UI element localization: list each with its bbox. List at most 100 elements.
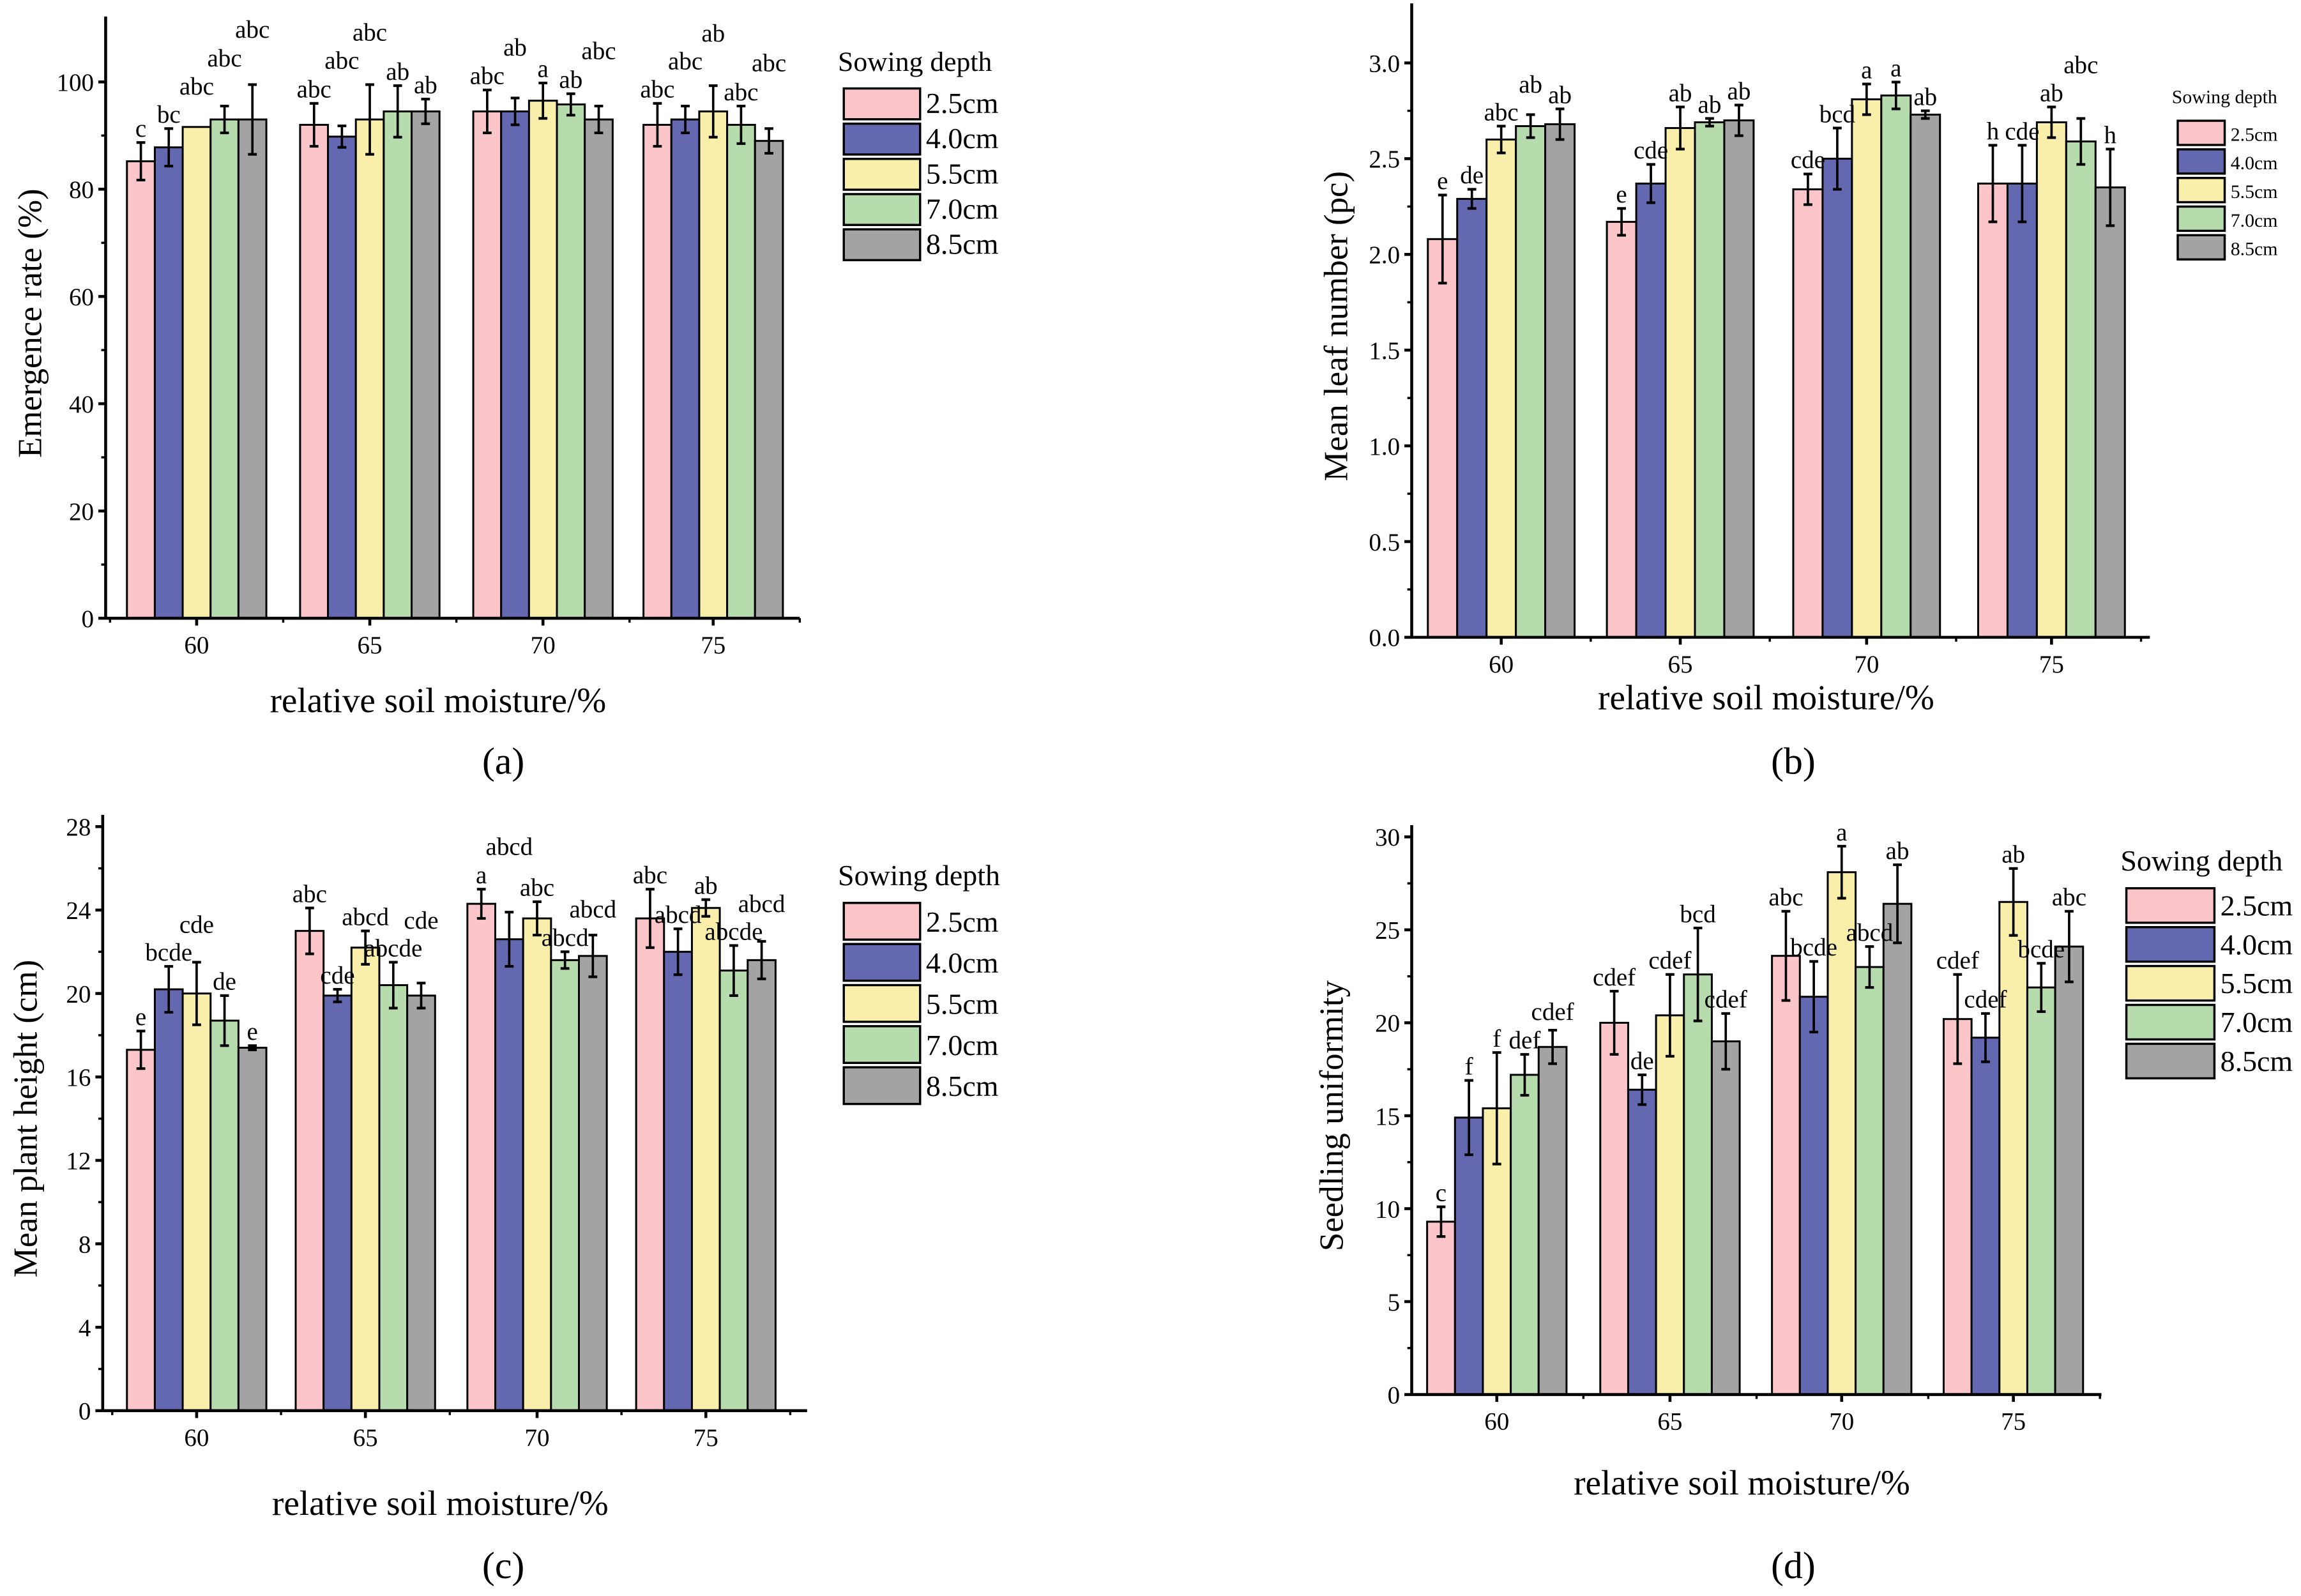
bar — [584, 118, 614, 619]
significance-letter: abcd — [738, 890, 786, 918]
significance-letter: abc — [752, 50, 786, 77]
bar — [747, 959, 777, 1412]
legend-label: 4.0cm — [2221, 928, 2293, 961]
significance-letter: h — [2104, 121, 2117, 149]
bar — [1510, 1074, 1540, 1396]
significance-letter: ab — [2001, 841, 2025, 869]
bar — [1970, 1037, 2001, 1396]
bar — [500, 110, 530, 619]
significance-letter: abc — [207, 45, 241, 72]
y-tick-label: 28 — [66, 814, 91, 841]
significance-letter: cde — [1634, 137, 1668, 164]
y-tick-label: 24 — [66, 897, 91, 925]
significance-letter: ab — [386, 58, 409, 86]
bar — [1664, 126, 1696, 639]
significance-letter: a — [476, 862, 487, 889]
significance-letter: abcd — [655, 901, 702, 929]
significance-letter: cde — [404, 907, 438, 934]
significance-letter: e — [135, 1003, 146, 1031]
y-tick-label: 60 — [69, 284, 94, 311]
bar — [1544, 123, 1576, 639]
x-tick-label: 60 — [184, 632, 209, 659]
bar — [181, 992, 212, 1412]
legend-label: 7.0cm — [2231, 210, 2278, 231]
significance-letter: abc — [179, 73, 214, 100]
panel-label: (b) — [1771, 740, 1816, 782]
legend-label: 2.5cm — [2231, 124, 2278, 145]
significance-letter: ab — [414, 72, 437, 99]
y-tick-label: 100 — [56, 69, 94, 96]
y-axis-title: Emergence rate (%) — [11, 188, 49, 458]
bar — [2026, 986, 2056, 1396]
legend-label: 4.0cm — [926, 122, 999, 155]
significance-letter: ab — [1913, 83, 1937, 110]
bar — [237, 1047, 268, 1412]
x-tick-label: 75 — [701, 632, 725, 659]
legend-swatch — [842, 158, 922, 191]
significance-letter: abcd — [485, 833, 533, 861]
legend-label: 2.5cm — [926, 87, 999, 119]
y-tick-label: 10 — [1375, 1196, 1400, 1223]
bar — [383, 110, 413, 619]
significance-letter: def — [1509, 1027, 1541, 1054]
significance-letter: ab — [1669, 79, 1692, 107]
legend-title: Sowing depth — [2172, 86, 2277, 107]
bar — [1655, 1014, 1685, 1396]
bar — [1998, 901, 2028, 1396]
legend-label: 5.5cm — [926, 157, 999, 190]
significance-letter: ab — [503, 34, 527, 61]
bar — [550, 959, 580, 1412]
x-tick-label: 70 — [524, 1424, 549, 1452]
significance-letter: f — [1492, 1025, 1501, 1053]
significance-letter: cde — [320, 962, 354, 989]
legend-swatch — [842, 902, 922, 941]
bar — [1627, 1088, 1657, 1396]
significance-letter: c — [1436, 1179, 1447, 1206]
bar — [299, 123, 330, 619]
significance-letter: abc — [2052, 884, 2086, 911]
significance-letter: c — [135, 115, 146, 142]
x-tick-label: 65 — [358, 632, 383, 659]
significance-letter: bcde — [2017, 936, 2065, 963]
significance-letter: de — [213, 968, 236, 996]
bar — [327, 135, 357, 619]
bar — [494, 938, 524, 1412]
legend-label: 5.5cm — [2221, 967, 2293, 999]
bar — [378, 984, 409, 1412]
bar — [635, 917, 665, 1412]
significance-letter: cde — [1791, 146, 1825, 174]
legend-swatch — [842, 193, 922, 226]
bar — [1599, 1021, 1629, 1396]
legend-title: Sowing depth — [2120, 844, 2282, 877]
y-tick-label: 0 — [79, 1398, 91, 1425]
bar — [1694, 121, 1726, 639]
y-tick-label: 20 — [1375, 1010, 1400, 1037]
legend-swatch — [2176, 205, 2226, 232]
legend-swatch — [842, 228, 922, 262]
bar — [354, 118, 385, 619]
legend-swatch — [842, 1066, 922, 1106]
legend-swatch — [2125, 887, 2216, 924]
bar — [294, 930, 325, 1412]
bar — [1723, 119, 1755, 639]
bar — [1427, 238, 1459, 639]
bar — [1851, 98, 1883, 639]
bar — [323, 994, 353, 1412]
x-tick-label: 70 — [531, 632, 556, 659]
significance-letter: ab — [2040, 79, 2063, 107]
bar — [237, 118, 268, 619]
legend-label: 7.0cm — [926, 193, 999, 225]
y-tick-label: 0 — [1388, 1381, 1401, 1409]
bar — [209, 1019, 239, 1412]
legend-label: 8.5cm — [2231, 239, 2278, 260]
bar — [1826, 871, 1857, 1396]
significance-letter: a — [1836, 819, 1847, 846]
significance-letter: e — [1616, 181, 1627, 208]
significance-letter: abcde — [704, 918, 763, 945]
bar — [1454, 1116, 1484, 1396]
significance-letter: bcde — [1790, 934, 1837, 961]
y-tick-label: 0.0 — [1369, 625, 1400, 652]
bar — [472, 110, 503, 619]
y-tick-label: 0.5 — [1369, 529, 1400, 556]
y-tick-label: 8 — [79, 1231, 91, 1258]
